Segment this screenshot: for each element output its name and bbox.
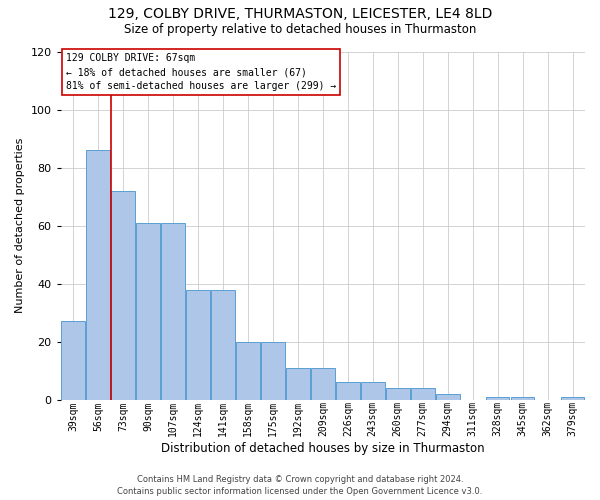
Bar [486,397,509,400]
Text: 129, COLBY DRIVE, THURMASTON, LEICESTER, LE4 8LD: 129, COLBY DRIVE, THURMASTON, LEICESTER,… [108,8,492,22]
Bar [86,150,110,400]
Bar [211,290,235,400]
Bar [136,223,160,400]
Bar [111,191,135,400]
Bar [61,322,85,400]
Bar [311,368,335,400]
X-axis label: Distribution of detached houses by size in Thurmaston: Distribution of detached houses by size … [161,442,485,455]
Bar [361,382,385,400]
Bar [336,382,359,400]
Bar [186,290,210,400]
Text: 129 COLBY DRIVE: 67sqm
← 18% of detached houses are smaller (67)
81% of semi-det: 129 COLBY DRIVE: 67sqm ← 18% of detached… [66,53,336,91]
Bar [411,388,434,400]
Bar [236,342,260,400]
Bar [560,397,584,400]
Text: Size of property relative to detached houses in Thurmaston: Size of property relative to detached ho… [124,22,476,36]
Bar [161,223,185,400]
Bar [436,394,460,400]
Bar [286,368,310,400]
Bar [511,397,535,400]
Bar [261,342,285,400]
Y-axis label: Number of detached properties: Number of detached properties [15,138,25,314]
Text: Contains HM Land Registry data © Crown copyright and database right 2024.
Contai: Contains HM Land Registry data © Crown c… [118,475,482,496]
Bar [386,388,410,400]
